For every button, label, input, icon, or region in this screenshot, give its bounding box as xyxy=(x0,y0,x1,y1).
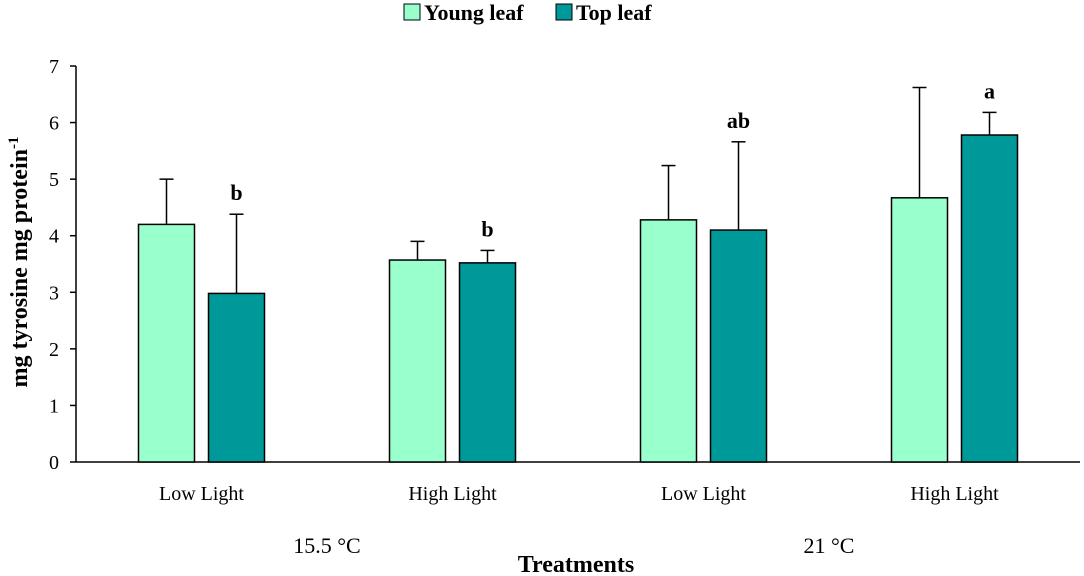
bar-young-leaf-2 xyxy=(639,219,698,463)
significance-letters: b b ab a xyxy=(230,78,995,241)
bar-young-leaf-3 xyxy=(890,197,949,463)
group-labels: 15.5 °C 21 °C xyxy=(293,533,854,558)
y-tick-label: 3 xyxy=(49,282,59,304)
bar-top-leaf-0 xyxy=(207,292,266,463)
y-tick-label: 2 xyxy=(49,339,59,361)
y-axis-title-superscript: -1 xyxy=(6,137,22,150)
legend-swatch-top-leaf xyxy=(555,3,573,21)
bar-young-leaf-1 xyxy=(388,259,447,463)
x-tick-label: Low Light xyxy=(661,483,746,505)
significance-letter: b xyxy=(481,216,493,241)
x-tick-label: Low Light xyxy=(159,483,244,505)
significance-letter: a xyxy=(984,78,995,103)
significance-letter: ab xyxy=(727,108,750,133)
legend-swatch-young-leaf xyxy=(403,3,421,21)
bar-top-leaf-3 xyxy=(960,134,1019,463)
error-bars xyxy=(159,86,997,294)
bar-young-leaf-0 xyxy=(137,223,196,463)
y-tick-label: 5 xyxy=(49,169,59,191)
category-labels: Low Light High Light Low Light High Light xyxy=(159,483,999,505)
significance-letter: b xyxy=(230,180,242,205)
y-tick-label: 1 xyxy=(49,395,59,417)
y-tick-label: 4 xyxy=(49,226,59,248)
y-ticks: 0 1 2 3 4 5 6 7 xyxy=(49,56,76,474)
x-tick-label: High Light xyxy=(910,483,999,505)
legend: Young leaf Top leaf xyxy=(403,0,652,25)
x-axis-title: Treatments xyxy=(518,552,634,576)
y-tick-label: 0 xyxy=(49,452,59,474)
bar-top-leaf-1 xyxy=(458,262,517,463)
legend-label-young-leaf: Young leaf xyxy=(424,0,524,25)
group-label: 21 °C xyxy=(804,533,855,558)
y-axis-title-main: mg tyrosine mg protein xyxy=(7,149,33,387)
y-tick-label: 6 xyxy=(49,113,59,135)
bar-top-leaf-2 xyxy=(709,229,768,463)
y-axis-title: mg tyrosine mg protein-1 xyxy=(6,137,33,388)
y-tick-label: 7 xyxy=(49,56,59,78)
group-label: 15.5 °C xyxy=(293,533,360,558)
legend-label-top-leaf: Top leaf xyxy=(576,0,652,25)
x-tick-label: High Light xyxy=(408,483,497,505)
bars xyxy=(137,134,1019,463)
